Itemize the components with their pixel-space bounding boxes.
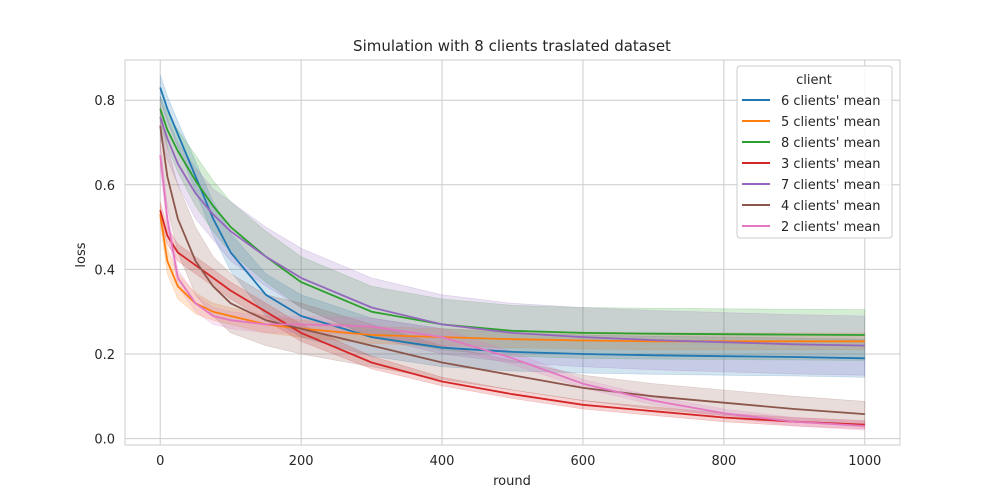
chart-title: Simulation with 8 clients traslated data…: [353, 37, 671, 55]
series-line: [159, 87, 865, 360]
x-tick-label: 200: [289, 454, 314, 469]
x-axis-label: round: [493, 474, 531, 489]
series-line: [159, 125, 865, 415]
series-lines: [159, 87, 865, 427]
series-line: [159, 209, 865, 426]
y-tick-label: 0.0: [94, 433, 115, 448]
x-tick-label: 600: [571, 454, 596, 469]
series-band: [159, 104, 866, 428]
series-line: [159, 155, 865, 427]
x-tick-label: 1000: [848, 454, 881, 469]
x-tick-label: 0: [156, 454, 164, 469]
x-tick-label: 400: [430, 454, 455, 469]
legend-entry: 8 clients' mean: [781, 136, 880, 151]
legend-entry: 3 clients' mean: [781, 157, 880, 172]
legend-box: [736, 65, 893, 239]
legend-entry: 5 clients' mean: [781, 115, 880, 130]
legend-entry: 2 clients' mean: [781, 220, 880, 235]
series-band: [159, 142, 866, 431]
y-axis-label: loss: [74, 242, 89, 267]
y-axis-ticks: 0.0 0.2 0.4 0.6 0.8: [94, 94, 115, 447]
series-band: [159, 74, 866, 378]
series-band: [159, 95, 866, 361]
series-line: [159, 116, 865, 347]
series-band: [159, 95, 866, 376]
y-tick-label: 0.6: [94, 179, 115, 194]
series-line: [159, 108, 865, 336]
legend-title: client: [796, 73, 832, 88]
legend-entry: 7 clients' mean: [781, 178, 880, 193]
series-band: [159, 201, 866, 430]
legend-entry: 4 clients' mean: [781, 199, 880, 214]
x-axis-ticks: 0 200 400 600 800 1000: [156, 454, 881, 469]
plot-frame: [124, 59, 901, 446]
x-tick-label: 800: [711, 454, 736, 469]
y-tick-label: 0.8: [94, 94, 115, 109]
y-tick-label: 0.2: [94, 348, 115, 363]
legend: client 6 clients' mean 5 clients' mean 8 c…: [736, 65, 893, 239]
y-tick-label: 0.4: [94, 263, 115, 278]
legend-entry: 6 clients' mean: [781, 94, 880, 109]
